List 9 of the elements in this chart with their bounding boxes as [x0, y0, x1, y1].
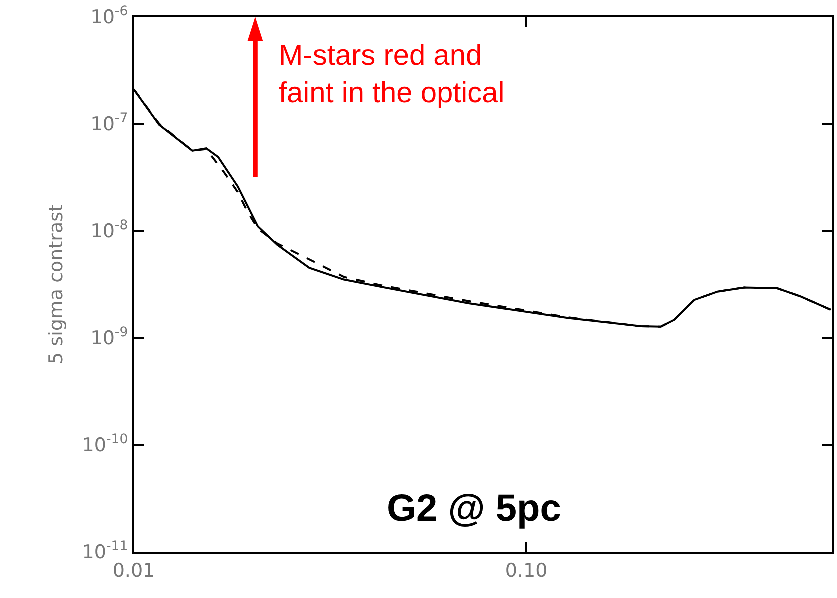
y-tick-label: 10$^{-10}$ — [82, 432, 128, 457]
annotation: G2 @ 5pc — [387, 488, 562, 530]
y-axis-title: 5 sigma contrast — [46, 204, 68, 364]
annotation: M-stars red and faint in the optical — [279, 40, 505, 110]
x-tick-label: 0.10 — [505, 560, 548, 582]
y-tick-label: 10$^{-6}$ — [90, 4, 128, 29]
y-tick-label: 10$^{-7}$ — [90, 112, 128, 136]
y-tick-label: 10$^{-8}$ — [90, 218, 128, 243]
y-tick-label: 10$^{-9}$ — [90, 326, 128, 350]
